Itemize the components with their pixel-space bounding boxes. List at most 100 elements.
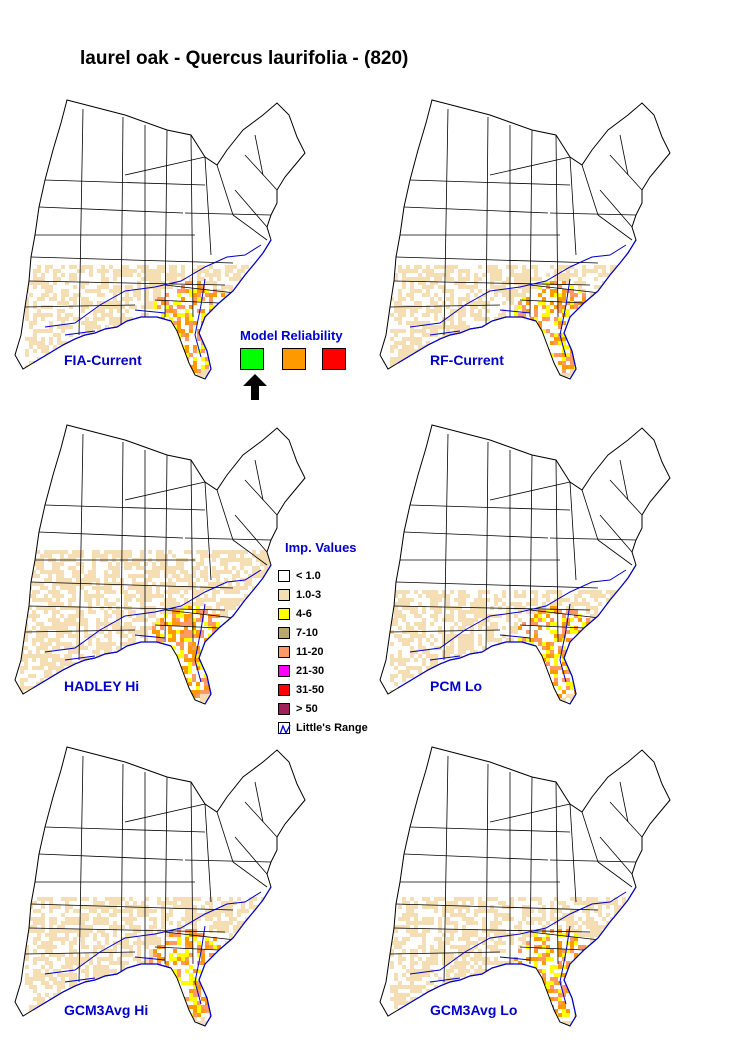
map-label-pcm-lo: PCM Lo [430, 678, 483, 694]
map-label-gcm3avg-hi: GCM3Avg Hi [64, 1002, 149, 1018]
state-boundary [599, 514, 633, 553]
state-boundary [569, 156, 577, 256]
legend-label: 1.0-3 [296, 589, 322, 601]
us-east-map [14, 99, 306, 380]
us-east-map [379, 99, 671, 380]
map-label-rf-current: RF-Current [430, 352, 504, 368]
state-boundary [609, 801, 643, 838]
state-boundary [184, 537, 272, 541]
state-boundary [78, 108, 84, 336]
legend-label: 7-10 [296, 627, 319, 639]
state-boundary [489, 156, 571, 176]
map-fia-current [5, 95, 325, 385]
state-boundary [216, 164, 234, 216]
state-boundary [44, 826, 206, 833]
state-boundary [597, 539, 633, 566]
state-boundary [395, 903, 599, 911]
state-boundary [204, 481, 212, 581]
coastline [32, 886, 272, 1027]
state-boundary [529, 129, 533, 318]
state-boundary [485, 441, 489, 653]
state-boundary [489, 803, 571, 823]
state-boundary [549, 859, 637, 863]
state-boundary [232, 861, 268, 888]
state-boundary [569, 481, 577, 581]
state-boundary [254, 781, 264, 823]
littles-range-line [409, 569, 627, 683]
littles-range-line [44, 891, 262, 1005]
state-boundary [389, 951, 501, 955]
map-label-hadley-hi: HADLEY Hi [64, 678, 140, 694]
state-boundary [244, 801, 278, 838]
state-boundary [403, 853, 549, 861]
state-boundary [443, 755, 449, 983]
legend-swatch [278, 665, 290, 677]
state-boundary [581, 489, 599, 541]
state-boundary [555, 781, 559, 965]
legend-swatch [278, 684, 290, 696]
state-boundary [529, 931, 601, 941]
state-boundary [204, 803, 212, 903]
state-boundary [599, 189, 633, 228]
state-boundary [190, 781, 194, 965]
state-boundary [24, 951, 136, 955]
state-boundary [409, 179, 571, 186]
state-boundary [619, 134, 629, 176]
map-label-fia-current: FIA-Current [64, 352, 142, 368]
map-label-gcm3avg-lo: GCM3Avg Lo [430, 1002, 518, 1018]
legend-label: 11-20 [296, 646, 324, 658]
state-boundary [597, 861, 633, 888]
state-boundary [389, 304, 501, 308]
state-boundary [204, 156, 212, 256]
state-boundary [44, 179, 206, 186]
coastline [397, 886, 637, 1027]
state-boundary [443, 433, 449, 661]
state-boundary [234, 514, 268, 553]
coastline [397, 564, 637, 705]
state-boundary [403, 531, 549, 539]
state-boundary [443, 108, 449, 336]
legend-item: 21-30 [278, 663, 324, 679]
state-boundary [395, 581, 599, 589]
state-boundary [529, 454, 533, 643]
state-boundary [254, 459, 264, 501]
state-boundary [124, 481, 206, 501]
state-boundary [164, 776, 168, 965]
state-boundary [232, 539, 268, 566]
state-boundary [30, 903, 234, 911]
state-boundary [234, 836, 268, 875]
legend-title: Imp. Values [285, 540, 357, 555]
state-boundary [24, 304, 136, 308]
legend-item: 4-6 [278, 606, 312, 622]
legend-label: 21-30 [296, 665, 325, 677]
state-boundary [38, 853, 184, 861]
state-boundary [599, 836, 633, 875]
state-boundary [489, 481, 571, 501]
state-boundary [164, 129, 168, 318]
legend-label: 4-6 [296, 608, 312, 620]
legend-item: 31-50 [278, 682, 324, 698]
state-boundary [120, 116, 124, 328]
state-boundary [395, 256, 599, 264]
state-boundary [244, 154, 278, 191]
state-boundary [124, 156, 206, 176]
model-reliability-title: Model Reliability [240, 328, 343, 343]
state-boundary [485, 116, 489, 328]
state-boundary [164, 931, 236, 941]
state-boundary [154, 946, 220, 951]
state-boundary [120, 763, 124, 975]
legend-swatch [278, 703, 290, 715]
legend-swatch [278, 608, 290, 620]
state-boundary [581, 811, 599, 863]
state-boundary [120, 441, 124, 653]
state-boundary [190, 459, 194, 643]
legend-item: < 1.0 [278, 568, 321, 584]
map-land [380, 747, 670, 1026]
us-east-map [14, 746, 306, 1027]
state-boundary [609, 479, 643, 516]
state-boundary [619, 781, 629, 823]
coastline [32, 239, 272, 380]
state-boundary [555, 459, 559, 643]
state-boundary [234, 189, 268, 228]
state-boundary [549, 212, 637, 216]
